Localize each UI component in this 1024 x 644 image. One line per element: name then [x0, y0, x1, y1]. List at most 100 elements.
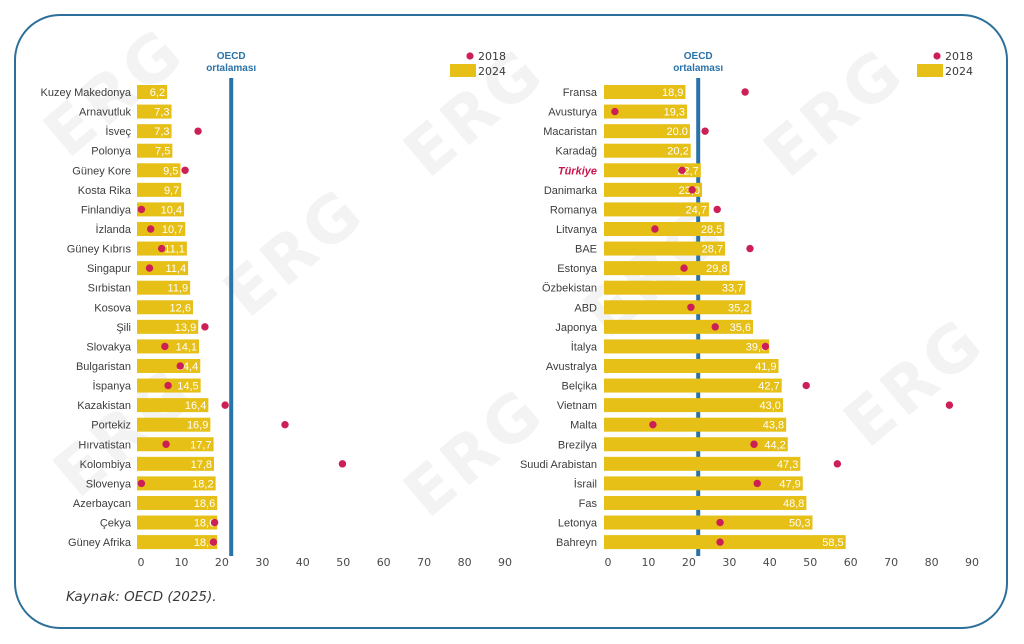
category-label: Letonya	[558, 518, 598, 530]
category-label: Arnavutluk	[79, 107, 131, 119]
bar-value-label: 18,6	[194, 518, 215, 530]
bar-row: Singapur 11,4	[87, 261, 189, 276]
category-label: İzlanda	[96, 223, 132, 236]
bar-value-label: 39,6	[746, 341, 767, 353]
category-label: Şili	[116, 322, 131, 334]
bar-value-label: 11,1	[164, 244, 185, 256]
dot-2018	[711, 323, 719, 331]
oecd-label-title: OECD	[684, 51, 713, 62]
bar-value-label: 7,5	[155, 146, 170, 158]
dot-2018	[145, 264, 154, 272]
bar-row: Vietnam 43,0	[557, 398, 954, 413]
bar-value-label: 9,7	[164, 185, 179, 197]
category-label: Suudi Arabistan	[520, 459, 597, 471]
dot-2018	[741, 88, 749, 96]
legend-marker-2024	[450, 64, 476, 77]
bar-2024	[604, 104, 688, 119]
dot-2018	[761, 342, 770, 351]
category-label: Avusturya	[548, 107, 598, 119]
bar-value-label: 43,0	[760, 400, 781, 412]
dot-2018	[338, 460, 347, 468]
dot-2018	[164, 381, 172, 390]
bar-row: Suudi Arabistan 47,3	[520, 456, 842, 471]
x-tick-label: 30	[255, 556, 269, 569]
bar-value-label: 12,6	[170, 302, 191, 314]
bar-2024	[604, 358, 779, 373]
category-label: Güney Kore	[72, 165, 131, 177]
bar-2024	[604, 417, 787, 432]
category-label: Karadağ	[555, 146, 597, 158]
x-tick-label: 40	[763, 556, 777, 569]
bar-value-label: 18,6	[194, 498, 215, 510]
bar-value-label: 44,2	[764, 439, 785, 451]
category-label: Slovenya	[86, 478, 132, 490]
bar-row: Bahreyn 58,5	[556, 535, 846, 550]
category-label: Portekiz	[91, 420, 131, 432]
bar-2024	[137, 535, 218, 550]
bar-row: İsveç 7,3	[105, 124, 202, 139]
bar-value-label: 35,6	[730, 322, 751, 334]
dot-2018	[651, 225, 659, 233]
bar-2024	[137, 476, 216, 491]
category-label: Kosova	[94, 302, 132, 314]
oecd-label-subtitle: ortalaması	[673, 63, 723, 74]
bar-2024	[137, 221, 186, 236]
bar-row: Slovenya 18,2	[86, 476, 216, 491]
dot-2018	[680, 264, 688, 272]
x-tick-label: 70	[417, 556, 431, 569]
bar-2024	[604, 280, 746, 295]
bar-row: Portekiz 16,9	[91, 417, 289, 432]
bar-value-label: 13,9	[175, 322, 196, 334]
bar-row: Litvanya 28,5	[556, 221, 725, 236]
x-tick-label: 80	[458, 556, 472, 569]
x-tick-label: 10	[641, 556, 655, 569]
dot-2018	[833, 460, 842, 468]
bar-value-label: 58,5	[822, 537, 843, 549]
bar-row: İzlanda 10,7	[96, 221, 186, 236]
bar-2024	[137, 104, 172, 119]
dot-2018	[649, 420, 657, 429]
x-tick-label: 50	[803, 556, 817, 569]
bar-row: İtalya 39,6	[571, 339, 770, 354]
bar-value-label: 18,9	[662, 87, 683, 99]
category-label: Kolombiya	[80, 459, 132, 471]
x-tick-label: 90	[498, 556, 512, 569]
bar-row: Macaristan 20.0	[543, 124, 709, 139]
bar-2024	[604, 241, 726, 256]
bar-value-label: 6,2	[150, 87, 165, 99]
bar-2024	[604, 378, 782, 393]
bar-row: Avusturya 19,3	[548, 104, 688, 119]
bar-value-label: 7,3	[154, 107, 169, 119]
dot-2018	[281, 420, 289, 429]
category-label: İtalya	[571, 340, 598, 353]
category-label: Sırbistan	[88, 283, 131, 295]
legend-marker-2024	[917, 64, 943, 77]
bar-row: Fas 48,8	[579, 495, 807, 510]
category-label: BAE	[575, 244, 597, 256]
bar-value-label: 17,7	[190, 439, 211, 451]
legend-label-2024: 2024	[478, 65, 506, 78]
bar-row: İspanya 14,5	[92, 378, 201, 393]
bar-row: BAE 28,7	[575, 241, 754, 256]
bar-value-label: 11,4	[166, 263, 187, 275]
bar-row: Hırvatistan 17,7	[78, 437, 214, 452]
bar-2024	[137, 300, 193, 315]
bar-2024	[137, 163, 181, 178]
bar-value-label: 50,3	[789, 518, 810, 530]
category-label: Slovakya	[86, 341, 132, 353]
x-tick-label: 0	[605, 556, 612, 569]
bar-2024	[604, 202, 709, 217]
bar-row: Çekya 18,6	[100, 515, 219, 530]
dot-2018	[194, 127, 202, 135]
bar-row: Fransa 18,9	[563, 85, 749, 99]
x-tick-label: 70	[884, 556, 898, 569]
dot-2018	[201, 323, 209, 331]
dot-2018	[678, 166, 686, 174]
bar-row: Brezilya 44,2	[558, 437, 788, 452]
x-tick-label: 90	[965, 556, 979, 569]
bar-value-label: 14,5	[177, 381, 198, 393]
bar-row: Güney Afrika 18,6	[68, 535, 218, 550]
category-label: Özbekistan	[542, 283, 597, 295]
dot-2018	[157, 244, 166, 253]
bar-value-label: 20.0	[666, 126, 687, 138]
